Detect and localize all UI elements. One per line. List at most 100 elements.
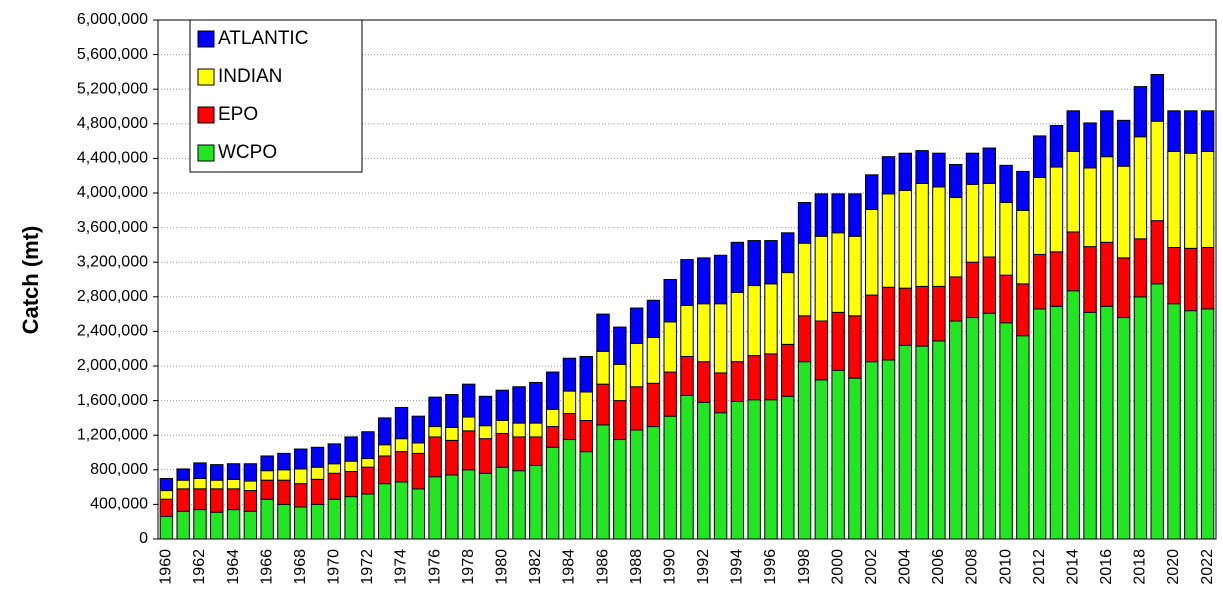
bar-segment bbox=[1049, 125, 1064, 168]
x-tick-label: 2006 bbox=[930, 549, 947, 585]
bar-segment bbox=[713, 372, 728, 414]
x-tick-label: 2002 bbox=[863, 549, 880, 585]
bar-segment bbox=[461, 469, 476, 540]
bar-segment bbox=[948, 276, 963, 322]
bar-segment bbox=[277, 479, 291, 505]
bar-segment bbox=[210, 479, 224, 490]
bar-segment bbox=[730, 361, 745, 402]
bar-segment bbox=[562, 357, 577, 392]
y-tick-label: 4,400,000 bbox=[77, 150, 148, 167]
bar-segment bbox=[713, 303, 728, 374]
bar-segment bbox=[461, 383, 476, 418]
bar-segment bbox=[1016, 209, 1030, 285]
bar-segment bbox=[1100, 110, 1114, 158]
bar-segment bbox=[1100, 156, 1114, 243]
x-tick-label: 2020 bbox=[1165, 549, 1182, 585]
bar-segment bbox=[781, 272, 795, 345]
bar-segment bbox=[478, 425, 493, 440]
bar-segment bbox=[310, 446, 325, 468]
bar-segment bbox=[361, 493, 375, 540]
bar-segment bbox=[1184, 310, 1198, 540]
bar-segment bbox=[562, 413, 577, 441]
bar-segment bbox=[529, 436, 543, 466]
y-tick-label: 4,800,000 bbox=[77, 115, 148, 132]
bar-segment bbox=[310, 503, 325, 540]
bar-segment bbox=[159, 498, 174, 518]
bar-segment bbox=[327, 443, 342, 465]
bar-segment bbox=[344, 436, 358, 462]
bar-segment bbox=[193, 488, 207, 511]
bar-segment bbox=[193, 477, 207, 490]
bar-segment bbox=[394, 481, 409, 540]
x-tick-label: 2022 bbox=[1199, 549, 1216, 585]
bar-segment bbox=[445, 474, 459, 540]
bar-segment bbox=[562, 390, 577, 415]
x-tick-label: 1976 bbox=[426, 549, 443, 585]
bar-segment bbox=[965, 317, 980, 540]
bar-segment bbox=[176, 479, 190, 490]
bar-segment bbox=[1049, 305, 1064, 540]
bar-segment bbox=[1200, 246, 1215, 310]
bar-segment bbox=[646, 336, 661, 384]
bar-segment bbox=[965, 152, 980, 185]
y-tick-label: 1,600,000 bbox=[77, 392, 148, 409]
bar-segment bbox=[932, 186, 946, 287]
bar-segment bbox=[1184, 152, 1198, 249]
bar-segment bbox=[1200, 150, 1215, 248]
bar-segment bbox=[814, 379, 829, 540]
bar-segment bbox=[713, 254, 728, 305]
x-tick-label: 2004 bbox=[897, 549, 914, 585]
bar-segment bbox=[814, 320, 829, 381]
x-tick-label: 1974 bbox=[393, 549, 410, 585]
bar-segment bbox=[1184, 247, 1198, 312]
bar-segment bbox=[495, 466, 509, 540]
y-tick-label: 5,600,000 bbox=[77, 46, 148, 63]
bar-segment bbox=[445, 394, 459, 428]
bar-segment bbox=[226, 509, 241, 540]
bar-segment bbox=[260, 479, 274, 500]
bar-segment bbox=[310, 478, 325, 505]
x-tick-label: 1970 bbox=[326, 549, 343, 585]
bar-segment bbox=[663, 279, 677, 323]
bar-segment bbox=[445, 439, 459, 476]
bar-segment bbox=[226, 478, 241, 490]
bar-segment bbox=[1133, 136, 1148, 240]
bar-segment bbox=[243, 490, 258, 512]
bar-segment bbox=[1016, 283, 1030, 337]
bar-segment bbox=[545, 408, 560, 428]
legend-swatch bbox=[197, 30, 215, 48]
bar-segment bbox=[529, 464, 543, 540]
bar-segment bbox=[747, 399, 761, 540]
bar-segment bbox=[1167, 246, 1181, 305]
bar-segment bbox=[764, 240, 778, 285]
bar-segment bbox=[948, 320, 963, 540]
x-tick-label: 2008 bbox=[964, 549, 981, 585]
bar-segment bbox=[1016, 335, 1030, 540]
bar-segment bbox=[999, 274, 1013, 324]
bar-segment bbox=[176, 510, 190, 540]
x-tick-label: 1988 bbox=[628, 549, 645, 585]
bar-segment bbox=[848, 193, 862, 237]
x-tick-label: 1962 bbox=[191, 549, 208, 585]
bar-segment bbox=[848, 377, 862, 540]
bar-segment bbox=[394, 438, 409, 453]
bar-segment bbox=[697, 361, 711, 403]
bar-segment bbox=[865, 361, 879, 540]
bar-segment bbox=[948, 163, 963, 198]
bar-segment bbox=[260, 498, 274, 540]
x-tick-label: 2010 bbox=[997, 549, 1014, 585]
bar-segment bbox=[159, 477, 174, 492]
bar-segment bbox=[881, 359, 896, 540]
bar-segment bbox=[260, 455, 274, 472]
bar-segment bbox=[680, 355, 694, 396]
bar-segment bbox=[965, 183, 980, 263]
x-tick-label: 1960 bbox=[158, 549, 175, 585]
bar-segment bbox=[831, 193, 845, 234]
x-tick-label: 1996 bbox=[762, 549, 779, 585]
bar-segment bbox=[344, 496, 358, 540]
bar-segment bbox=[294, 448, 308, 470]
bar-segment bbox=[512, 470, 526, 540]
bar-segment bbox=[1083, 167, 1097, 248]
bar-segment bbox=[361, 466, 375, 495]
bar-segment bbox=[1032, 308, 1047, 540]
